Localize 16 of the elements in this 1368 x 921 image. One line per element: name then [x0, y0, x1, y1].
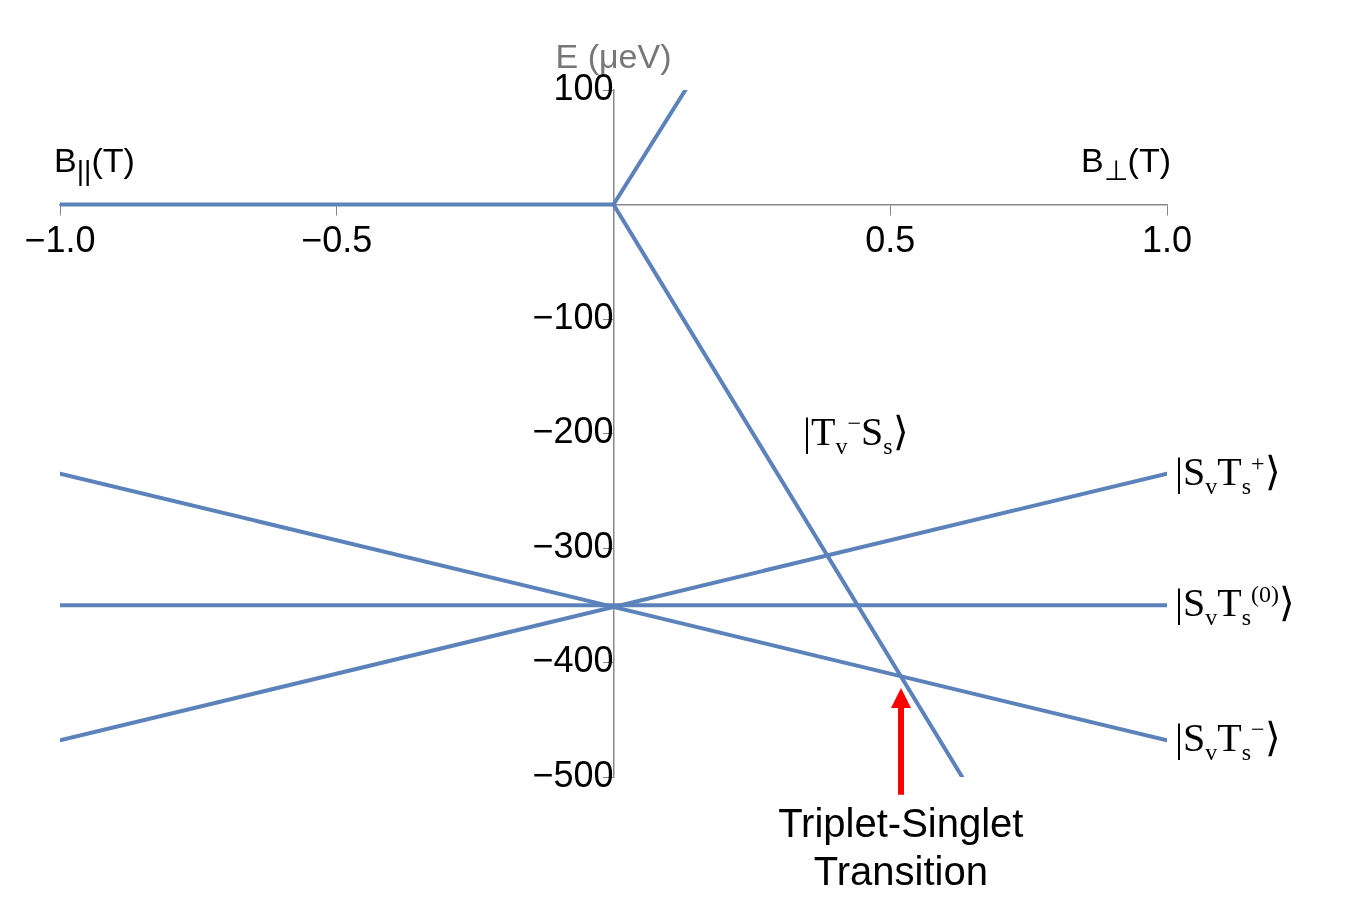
y-tick-label: −200 [532, 410, 614, 452]
x-tick-label: 1.0 [1141, 219, 1193, 261]
series-label: |T$_{v}$$^{−}$S$_{s}$⟩ [802, 407, 909, 460]
y-tick-label: −300 [532, 524, 614, 566]
y-tick-label: −500 [532, 753, 614, 795]
y-tick-label: −400 [532, 639, 614, 681]
x-tick-label: −0.5 [301, 219, 373, 261]
x-axis-title: B$_{⊥}$(T) [1080, 140, 1171, 187]
series-label: |S$_{v}$T$_{s}$$^{+}$⟩ [1175, 447, 1281, 500]
series-label: |S$_{v}$T$_{s}$$^{−}$⟩ [1175, 714, 1281, 767]
x-tick-label: −1.0 [24, 219, 96, 261]
x-tick-label: 0.5 [865, 219, 916, 261]
annotation: B$_{||}$(T) [54, 140, 135, 187]
y-tick-label: −100 [532, 295, 614, 337]
text: Triplet-Singlet Transition [777, 800, 1025, 895]
series-label: |S$_{v}$T$_{s}$$^{(0)}$⟩ [1175, 579, 1296, 632]
